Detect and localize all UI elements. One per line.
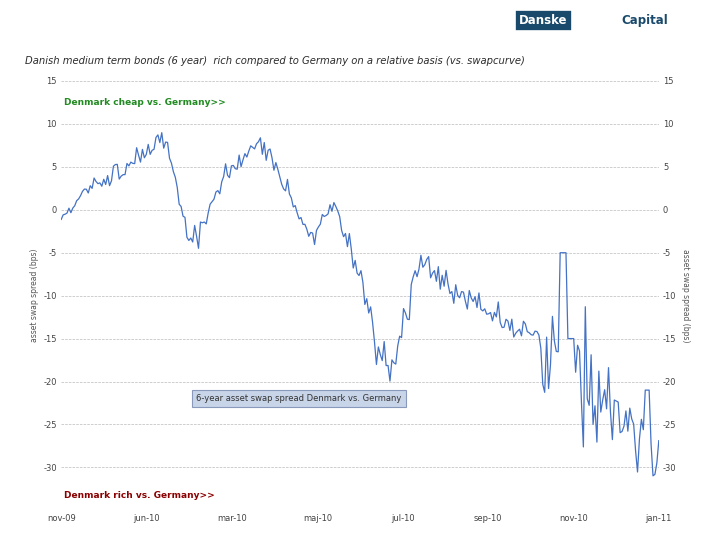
Text: 6-year asset swap spread Denmark vs. Germany: 6-year asset swap spread Denmark vs. Ger… (197, 394, 402, 403)
Text: Denmark cheap vs. Germany>>: Denmark cheap vs. Germany>> (64, 98, 226, 107)
Text: Danish medium term bonds (6 year)  rich compared to Germany on a relative basis : Danish medium term bonds (6 year) rich c… (25, 56, 525, 66)
Text: 12: 12 (693, 523, 706, 533)
Y-axis label: asset swap spread (bps): asset swap spread (bps) (682, 249, 690, 342)
Text: Capital: Capital (621, 14, 667, 27)
Y-axis label: asset swap spread (bps): asset swap spread (bps) (30, 249, 40, 342)
Text: Denmark rich vs. Germany>>: Denmark rich vs. Germany>> (64, 490, 215, 500)
Text: Danske: Danske (519, 14, 568, 27)
